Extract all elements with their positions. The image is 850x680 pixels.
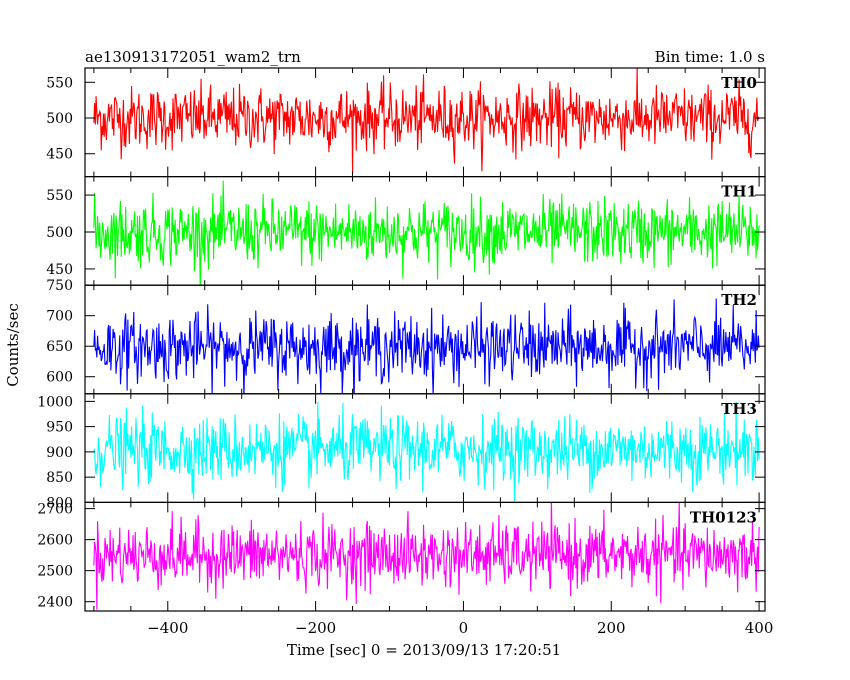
- panels-group: 450 500 550 TH0 450 500 550 TH1 600 650 700 750 TH2 8…: [37, 67, 766, 612]
- y-tick-label: 650: [46, 339, 73, 355]
- y-tick-label: 550: [46, 188, 73, 204]
- y-tick-label: 1000: [37, 394, 73, 410]
- panel-label: TH0123: [690, 508, 757, 526]
- y-tick-label: 550: [46, 75, 73, 91]
- panel-th2: 600 650 700 750 TH2: [46, 278, 766, 395]
- x-tick-label: −400: [147, 619, 188, 637]
- y-tick-label: 450: [46, 262, 73, 278]
- y-tick-label: 500: [46, 111, 73, 127]
- y-tick-label: 850: [46, 470, 73, 486]
- panel-th0123: 2400 2500 2600 2700 TH0123: [37, 501, 766, 612]
- y-tick-label: 2400: [37, 595, 73, 611]
- x-tick-label: 200: [597, 619, 626, 637]
- y-tick-label: 700: [46, 309, 73, 325]
- panel-frame: [84, 501, 766, 612]
- series-line-th3: [93, 401, 760, 503]
- chart-title: ae130913172051_wam2_trn: [85, 48, 301, 66]
- y-tick-label: 800: [46, 495, 73, 511]
- y-tick-label: 750: [46, 278, 73, 294]
- y-tick-label: 2700: [37, 502, 73, 518]
- x-tick-label: −200: [295, 619, 336, 637]
- x-axis: −400 −200 0 200 400: [147, 619, 773, 637]
- panel-frame: [84, 67, 766, 178]
- series-line-th2: [93, 298, 760, 394]
- panel-label: TH2: [721, 291, 757, 309]
- panel-label: TH3: [721, 400, 757, 418]
- series-line-th0123: [93, 502, 760, 610]
- panel-th1: 450 500 550 TH1: [46, 176, 766, 286]
- x-tick-label: 0: [459, 619, 469, 637]
- y-axis-label: Counts/sec: [4, 303, 22, 387]
- panel-th0: 450 500 550 TH0: [46, 67, 766, 178]
- y-tick-label: 2600: [37, 533, 73, 549]
- y-tick-label: 950: [46, 420, 73, 436]
- y-tick-label: 500: [46, 225, 73, 241]
- y-tick-label: 2500: [37, 564, 73, 580]
- y-tick-label: 900: [46, 445, 73, 461]
- panel-label: TH1: [721, 183, 757, 201]
- y-tick-label: 450: [46, 147, 73, 163]
- y-tick-label: 600: [46, 370, 73, 386]
- series-line-th1: [93, 180, 760, 286]
- panel-th3: 800 850 900 950 1000 TH3: [37, 393, 766, 511]
- x-tick-label: 400: [745, 619, 774, 637]
- bin-time-label: Bin time: 1.0 s: [655, 48, 765, 66]
- x-axis-label: Time [sec] 0 = 2013/09/13 17:20:51: [287, 641, 561, 659]
- panel-label: TH0: [721, 74, 757, 92]
- series-line-th0: [93, 68, 760, 173]
